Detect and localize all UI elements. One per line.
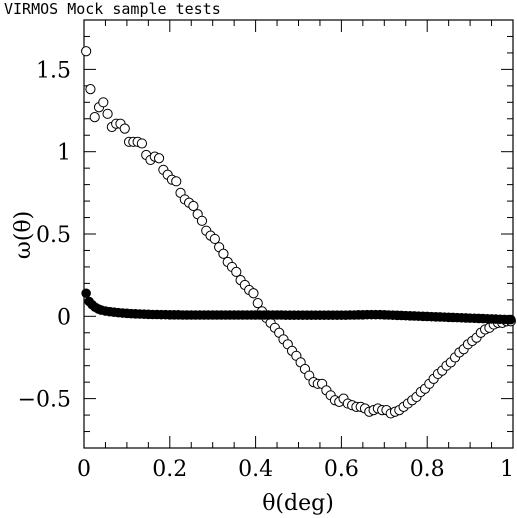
open-circle-point [119, 123, 130, 134]
series-filled-circles [81, 288, 516, 325]
y-tick-label: −0.5 [18, 388, 71, 413]
open-circle-point [209, 233, 220, 245]
open-circle-point [171, 176, 182, 187]
axis-tick-labels: 0 0.2 0.4 0.6 0.8 1 −0.5 0 0.5 1 1.5 [18, 58, 514, 482]
x-axis-label: θ(deg) [262, 491, 334, 516]
y-tick-label: 0.5 [36, 223, 71, 248]
x-tick-label: 0.4 [238, 457, 273, 482]
open-circle-point [196, 215, 208, 226]
plot-frame [83, 19, 514, 449]
open-circle-point [102, 108, 113, 119]
open-circle-point [252, 298, 263, 309]
chart-title: VIRMOS Mock sample tests [4, 0, 221, 18]
open-circle-point [136, 138, 148, 149]
open-circle-point [89, 112, 100, 123]
filled-circle-point [506, 314, 516, 325]
open-circle-point [248, 288, 259, 299]
open-circle-point [188, 200, 199, 212]
filled-circle-point [81, 288, 91, 299]
open-circle-point [98, 97, 109, 108]
open-circle-point [85, 84, 96, 95]
y-tick-label: 1 [57, 141, 71, 166]
y-tick-label: 0 [57, 305, 71, 330]
x-tick-label: 0.6 [324, 457, 359, 482]
open-circle-point [153, 153, 165, 164]
open-circle-point [218, 248, 229, 259]
x-tick-label: 0.8 [410, 457, 445, 482]
axis-ticks [83, 19, 514, 449]
y-axis-label: ω(θ) [11, 211, 36, 259]
x-tick-label: 0 [77, 457, 91, 482]
y-tick-label: 1.5 [36, 58, 71, 83]
series-open-circles [81, 46, 516, 419]
open-circle-point [231, 266, 242, 277]
open-circle-point [81, 46, 92, 57]
x-tick-label: 1 [500, 457, 514, 482]
x-tick-label: 0.2 [152, 457, 187, 482]
